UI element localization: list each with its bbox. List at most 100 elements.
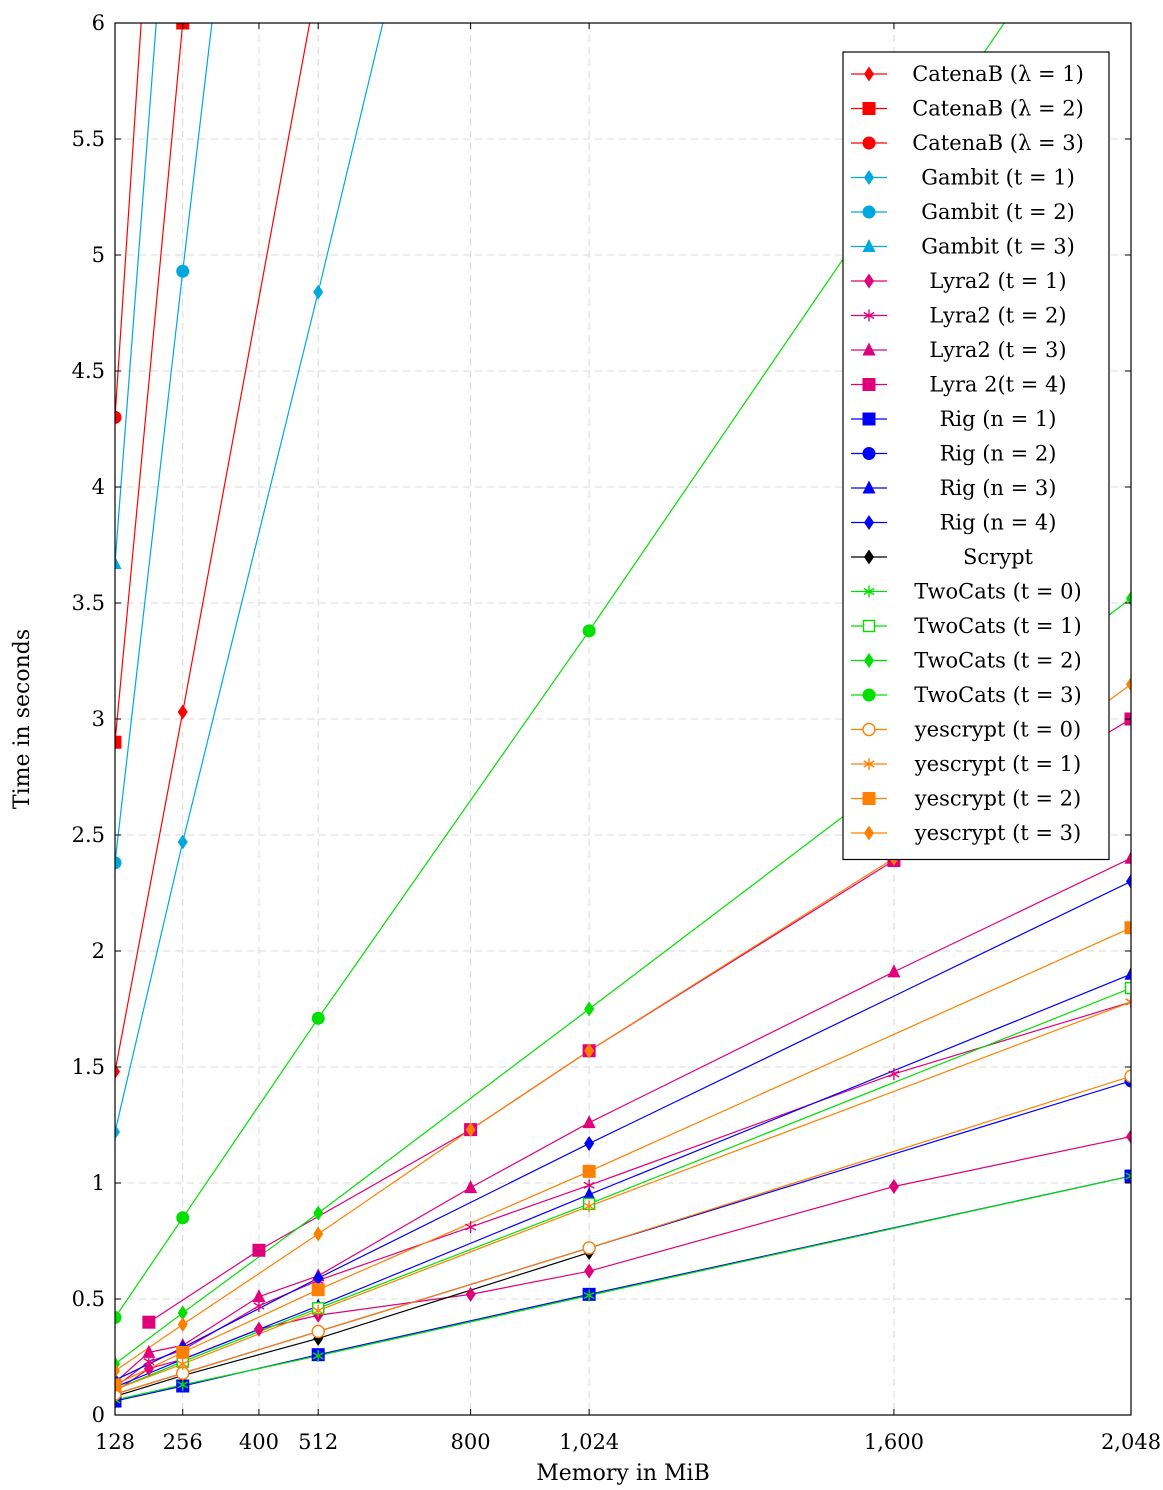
data-point	[582, 1164, 596, 1178]
x-axis-title: Memory in MiB	[536, 1461, 710, 1486]
data-point	[888, 1178, 899, 1194]
data-point	[464, 1180, 478, 1194]
legend-entry: Lyra2 (t = 2)	[851, 304, 1067, 328]
data-point	[177, 704, 188, 720]
data-point	[177, 1305, 188, 1321]
data-point	[1124, 921, 1131, 935]
legend-label: CatenaB (λ = 3)	[912, 131, 1084, 155]
legend-entry: CatenaB (λ = 3)	[851, 131, 1084, 155]
legend-label: Gambit (t = 3)	[921, 235, 1075, 259]
legend-entry: Scrypt	[851, 545, 1034, 569]
legend-marker	[862, 722, 876, 737]
legend-entry: yescrypt (t = 2)	[851, 787, 1081, 811]
data-point	[1126, 590, 1131, 606]
legend-label: yescrypt (t = 1)	[914, 752, 1081, 776]
data-point	[176, 264, 190, 278]
legend-marker	[862, 688, 876, 702]
series-line	[115, 23, 384, 1133]
legend-marker	[864, 170, 874, 185]
series-line	[115, 880, 1131, 1381]
data-point	[1125, 1170, 1131, 1183]
data-point	[1125, 996, 1131, 1009]
series-line	[115, 987, 1131, 1391]
data-point	[177, 1317, 188, 1333]
legend-marker	[862, 619, 876, 633]
data-point	[584, 1263, 595, 1279]
legend-label: Lyra2 (t = 3)	[929, 338, 1066, 362]
legend-label: Scrypt	[963, 545, 1033, 569]
legend-marker	[862, 792, 876, 805]
data-point	[115, 556, 122, 570]
legend-marker	[863, 585, 875, 598]
data-point	[115, 1378, 122, 1392]
series-markers	[115, 23, 1131, 1408]
data-point	[1124, 850, 1131, 864]
legend-marker	[864, 273, 874, 289]
legend-label: Lyra2 (t = 1)	[929, 269, 1066, 293]
y-tick-label: 1.5	[72, 1055, 105, 1079]
x-tick-label: 256	[163, 1430, 203, 1454]
data-point	[1126, 873, 1131, 889]
data-point	[1126, 676, 1131, 692]
data-point	[252, 1243, 266, 1257]
data-point	[312, 1304, 324, 1317]
data-point	[582, 624, 596, 638]
legend-label: Rig (n = 3)	[940, 476, 1057, 500]
legend-label: Rig (n = 1)	[940, 407, 1057, 431]
data-point	[252, 1289, 266, 1303]
data-point	[311, 1283, 325, 1297]
y-tick-label: 5.5	[72, 127, 105, 151]
legend-entry: yescrypt (t = 0)	[851, 718, 1081, 742]
legend-entry: Gambit (t = 1)	[851, 166, 1075, 190]
y-tick-label: 1	[92, 1171, 105, 1195]
legend-label: Lyra 2(t = 4)	[929, 373, 1066, 397]
data-point	[176, 1211, 190, 1225]
series-line	[115, 1136, 1131, 1393]
legend-marker	[864, 653, 874, 668]
series-line	[115, 23, 213, 863]
legend-marker	[862, 239, 876, 252]
legend-entry: Rig (n = 3)	[851, 476, 1056, 500]
data-point	[115, 1064, 120, 1080]
legend-label: yescrypt (t = 0)	[914, 718, 1081, 742]
data-point	[1124, 1069, 1131, 1083]
y-axis-title: Time in seconds	[10, 629, 35, 809]
legend-entry: TwoCats (t = 0)	[851, 580, 1082, 604]
series-line	[115, 1001, 1131, 1391]
legend-label: Lyra2 (t = 2)	[929, 304, 1066, 328]
x-tick-label: 400	[239, 1430, 279, 1454]
x-tick-label: 800	[451, 1430, 491, 1454]
data-point	[176, 1345, 190, 1359]
legend-entry: CatenaB (λ = 1)	[851, 62, 1084, 86]
x-tick-label: 1,600	[864, 1430, 924, 1454]
data-point	[115, 1124, 120, 1140]
data-point	[582, 1115, 596, 1129]
data-point	[115, 1311, 122, 1325]
series-line	[115, 23, 142, 418]
data-point	[311, 1324, 325, 1339]
legend-entry: TwoCats (t = 3)	[851, 683, 1082, 707]
legend-marker	[862, 480, 876, 494]
data-point	[582, 1241, 596, 1255]
data-point	[143, 1361, 154, 1377]
series-line	[115, 23, 157, 564]
y-tick-label: 6	[92, 11, 105, 35]
axis-ticks: 128 256 400 512 800 1,024 1,600 2,048 0 0.5 1 1.5 2 2…	[72, 11, 1161, 1454]
data-point	[583, 1289, 595, 1302]
legend-marker	[863, 309, 875, 322]
legend-marker	[862, 378, 876, 391]
legend-label: TwoCats (t = 1)	[914, 614, 1082, 638]
y-tick-label: 4.5	[72, 359, 105, 383]
data-point	[583, 1200, 595, 1213]
y-tick-label: 2.5	[72, 823, 105, 847]
legend-label: TwoCats (t = 2)	[914, 649, 1082, 673]
series-line	[115, 23, 184, 743]
data-point	[142, 1344, 156, 1358]
data-point	[311, 1011, 325, 1025]
legend-entry: TwoCats (t = 2)	[851, 649, 1082, 673]
data-point	[888, 1067, 900, 1080]
legend-label: Rig (n = 2)	[940, 442, 1057, 466]
data-point	[1124, 981, 1131, 995]
series-line	[115, 1252, 590, 1398]
